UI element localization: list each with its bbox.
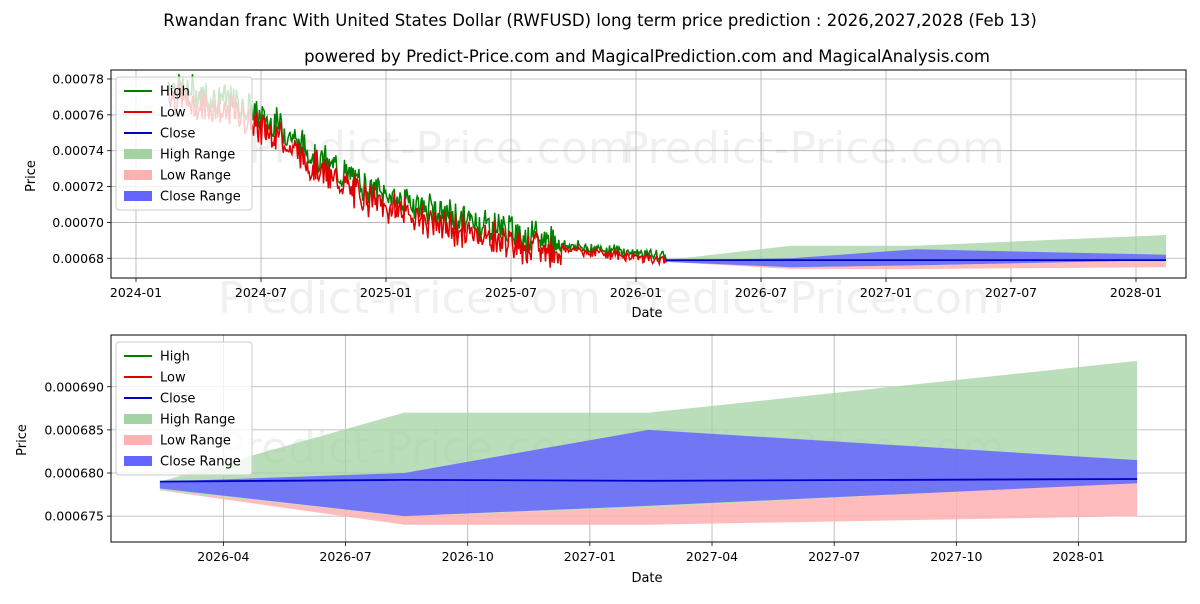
legend-label: Close — [160, 392, 195, 407]
legend-swatch-patch — [124, 414, 152, 424]
top-x-axis-label: Date — [631, 306, 662, 321]
legend-label: High — [160, 85, 190, 100]
legend-swatch-patch — [124, 191, 152, 201]
legend-label: Low — [160, 371, 186, 386]
legend-label: Low — [160, 106, 186, 121]
x-tick-label: 2026-01 — [610, 285, 662, 300]
chart-canvas: Rwandan franc With United States Dollar … — [0, 0, 1200, 600]
y-tick-label: 0.00074 — [52, 143, 104, 158]
x-tick-label: 2025-01 — [360, 285, 412, 300]
x-tick-label: 2027-07 — [985, 285, 1037, 300]
y-tick-label: 0.00070 — [52, 215, 104, 230]
x-tick-label: 2028-01 — [1052, 549, 1104, 564]
y-tick-label: 0.00072 — [52, 179, 104, 194]
watermark: Predict-Price.com — [622, 123, 1005, 174]
legend-swatch-patch — [124, 149, 152, 159]
x-tick-label: 2026-07 — [735, 285, 787, 300]
y-tick-label: 0.000690 — [44, 379, 104, 394]
y-tick-label: 0.000685 — [44, 422, 104, 437]
x-tick-label: 2024-07 — [235, 285, 287, 300]
bottom-y-axis-label: Price — [15, 424, 30, 456]
legend-label: Close Range — [160, 455, 241, 470]
chart-figure: Rwandan franc With United States Dollar … — [0, 0, 1200, 600]
x-tick-label: 2027-04 — [686, 549, 738, 564]
legend-label: Close — [160, 127, 195, 142]
legend-swatch-patch — [124, 170, 152, 180]
y-tick-label: 0.000680 — [44, 466, 104, 481]
x-tick-label: 2027-07 — [808, 549, 860, 564]
x-tick-label: 2024-01 — [110, 285, 162, 300]
y-tick-label: 0.00076 — [52, 107, 104, 122]
x-tick-label: 2027-10 — [930, 549, 982, 564]
legend-label: High Range — [160, 148, 235, 163]
y-tick-label: 0.00078 — [52, 71, 104, 86]
y-tick-label: 0.000675 — [44, 509, 104, 524]
legend-swatch-patch — [124, 456, 152, 466]
bottom-x-axis-label: Date — [631, 571, 662, 586]
watermark: Predict-Price.com — [622, 273, 1005, 324]
top-legend: High Low Close High Range Low Range Close Ran… — [116, 77, 252, 210]
x-tick-label: 2028-01 — [1110, 285, 1162, 300]
chart-subtitle: powered by Predict-Price.com and Magical… — [304, 47, 990, 66]
legend-label: High — [160, 350, 190, 365]
legend-swatch-patch — [124, 435, 152, 445]
legend-label: High Range — [160, 413, 235, 428]
x-tick-label: 2027-01 — [860, 285, 912, 300]
legend-label: Low Range — [160, 434, 231, 449]
legend-label: Low Range — [160, 169, 231, 184]
x-tick-label: 2027-01 — [564, 549, 616, 564]
legend-label: Close Range — [160, 190, 241, 205]
x-tick-label: 2026-07 — [319, 549, 371, 564]
x-tick-label: 2025-07 — [485, 285, 537, 300]
top-y-axis-label: Price — [24, 160, 39, 192]
x-tick-label: 2026-04 — [197, 549, 249, 564]
x-tick-label: 2026-10 — [442, 549, 494, 564]
bottom-panel: Predict-Price.com Predict-Price.com 2026… — [15, 335, 1186, 586]
top-panel: Predict-Price.com Predict-Price.com Pred… — [24, 70, 1186, 324]
chart-title: Rwandan franc With United States Dollar … — [163, 11, 1037, 30]
y-tick-label: 0.00068 — [52, 251, 104, 266]
bottom-legend: High Low Close High Range Low Range Close Ran… — [116, 342, 252, 475]
